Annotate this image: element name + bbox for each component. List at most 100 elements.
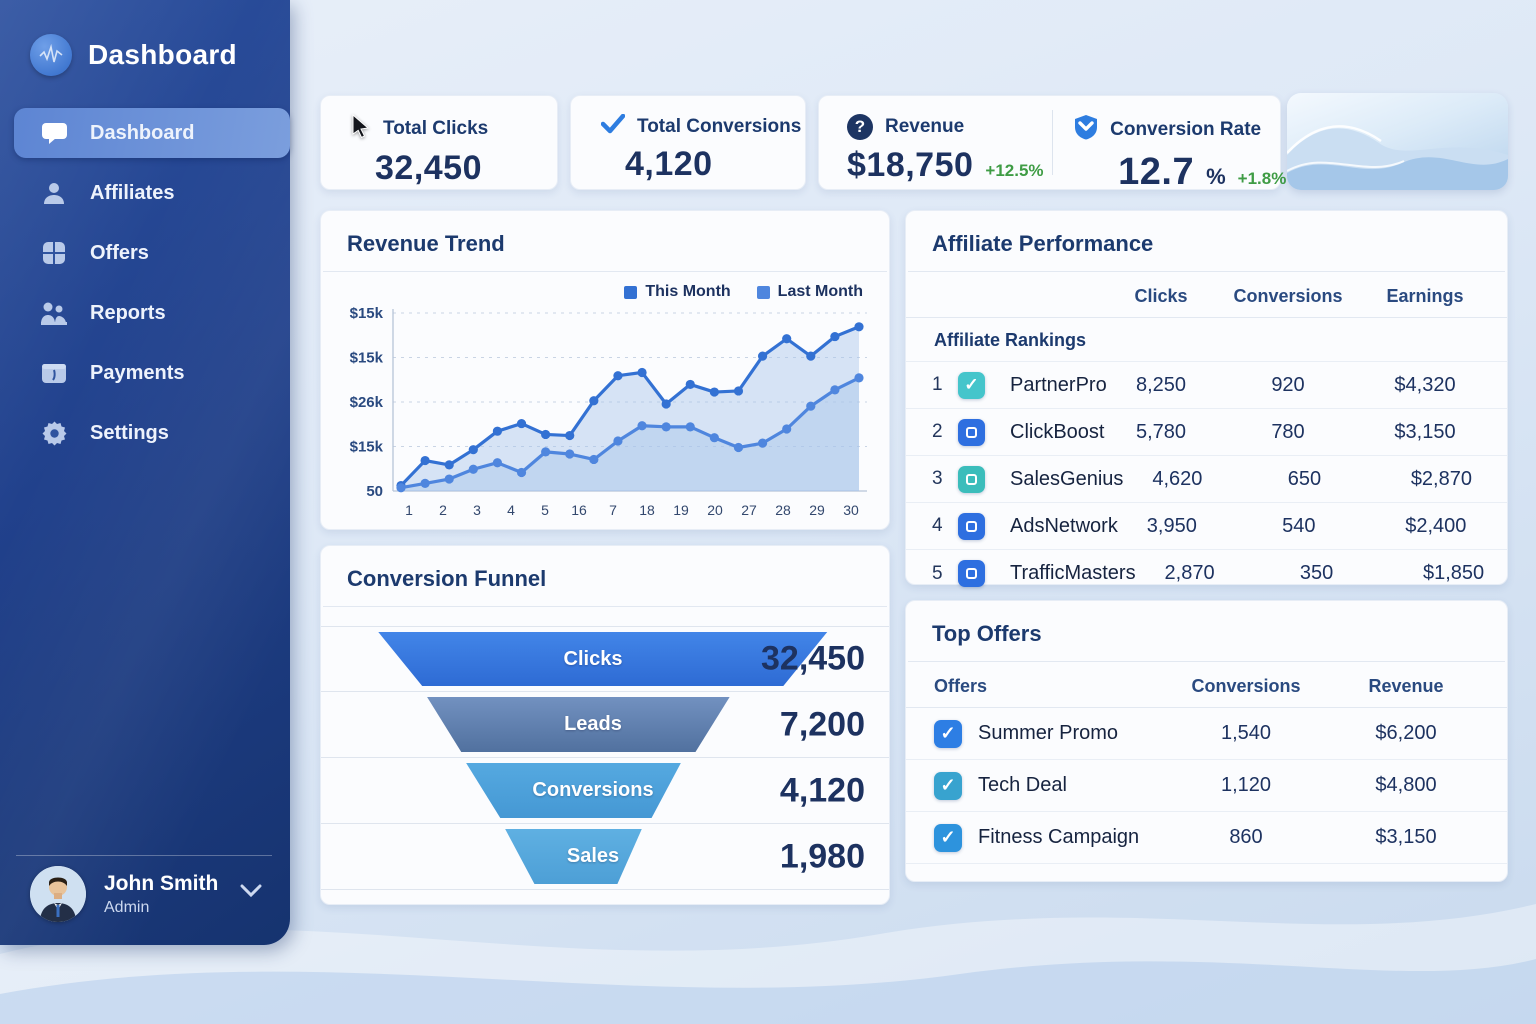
funnel-stage-label: Conversions (532, 779, 654, 801)
table-row[interactable]: 2 ClickBoost 5,780 780 $3,150 (906, 409, 1507, 456)
table-header: Clicks Conversions Earnings (906, 272, 1507, 318)
conversions-value: 920 (1271, 373, 1305, 396)
column-header: Revenue (1368, 676, 1444, 696)
stat-card-total-conversions: Total Conversions 4,120 (570, 95, 806, 190)
user-profile[interactable]: John Smith Admin (30, 866, 270, 922)
table-row[interactable]: ✓ Fitness Campaign 860 $3,150 (906, 812, 1507, 864)
legend-swatch (756, 285, 770, 299)
offer-checkbox[interactable]: ✓ (934, 719, 962, 748)
table-row[interactable]: 4 AdsNetwork 3,950 540 $2,400 (906, 503, 1507, 550)
conversions-value: 1,120 (1220, 774, 1272, 796)
funnel-bar: Leads (427, 697, 730, 752)
stat-label: Total Clicks (383, 117, 489, 139)
svg-text:50: 50 (366, 483, 383, 500)
affiliate-app-icon[interactable] (958, 560, 985, 587)
affiliate-app-icon[interactable] (958, 418, 985, 446)
sidebar-item-payments[interactable]: Payments (14, 348, 290, 398)
top-offers-card: Top Offers Offers Conversions Revenue ✓ … (905, 600, 1508, 882)
table-title: Affiliate Performance (932, 231, 1154, 256)
funnel-stage-label: Leads (564, 713, 622, 735)
earnings-value: $2,870 (1410, 467, 1472, 490)
clicks-value: 3,950 (1146, 514, 1197, 537)
earnings-value: $1,850 (1422, 562, 1485, 584)
profile-divider (16, 855, 272, 856)
affiliate-name: ClickBoost (1010, 420, 1105, 443)
svg-text:29: 29 (809, 502, 825, 518)
grid-icon (40, 240, 68, 266)
funnel-bar: Conversions (466, 763, 681, 818)
legend-this-month[interactable]: This Month (624, 283, 731, 301)
stat-value: 32,450 (375, 149, 482, 187)
rank: 2 (932, 421, 943, 442)
offer-name: Summer Promo (978, 722, 1119, 744)
conversions-value: 350 (1299, 562, 1334, 584)
funnel-stage-clicks: Clicks 32,450 (321, 626, 889, 692)
affiliate-app-icon[interactable] (958, 465, 985, 493)
clicks-value: 8,250 (1135, 373, 1187, 396)
funnel-stage-value: 1,980 (779, 837, 865, 875)
svg-text:1: 1 (405, 502, 413, 518)
table-row[interactable]: ✓ Tech Deal 1,120 $4,800 (906, 760, 1507, 812)
app-logo-icon (30, 34, 72, 76)
offer-checkbox[interactable]: ✓ (934, 771, 962, 800)
offer-name: Tech Deal (978, 774, 1067, 796)
affiliate-performance-card: Affiliate Performance Clicks Conversions… (905, 210, 1508, 587)
stat-label: Total Conversions (637, 115, 802, 137)
divider (908, 661, 1505, 662)
sidebar-item-dashboard[interactable]: Dashboard (14, 108, 290, 158)
funnel-stage-leads: Leads 7,200 (321, 692, 889, 758)
legend-label: This Month (645, 283, 731, 300)
conversions-value: 860 (1229, 826, 1263, 848)
legend-swatch (624, 285, 638, 299)
sidebar-item-offers[interactable]: Offers (14, 228, 290, 278)
table-title: Top Offers (932, 621, 1042, 646)
people-icon (40, 300, 68, 326)
sidebar-item-label: Affiliates (90, 181, 175, 204)
stat-card-total-clicks: Total Clicks 32,450 (320, 95, 558, 190)
stat-label: Conversion Rate (1110, 118, 1262, 140)
sidebar-item-settings[interactable]: Settings (14, 408, 290, 458)
svg-text:19: 19 (673, 502, 689, 518)
svg-text:$26k: $26k (350, 394, 384, 411)
column-header: Clicks (1134, 286, 1188, 306)
svg-text:$15k: $15k (350, 439, 384, 456)
revenue-trend-chart: $15k $15k $26k $15k 50 1 2 3 4 5 16 7 18 19 20 27 28 29 30 (350, 305, 867, 518)
stat-conversion-rate: Conversion Rate 12.7 % +1.8% (1054, 96, 1286, 193)
svg-text:7: 7 (609, 502, 617, 518)
table-row[interactable]: 5 TrafficMasters 2,870 350 $1,850 (906, 550, 1507, 597)
svg-text:3: 3 (473, 502, 481, 518)
chevron-down-icon[interactable] (240, 884, 262, 903)
wallet-icon (40, 361, 68, 385)
funnel-stage-value: 7,200 (779, 705, 865, 743)
table-row[interactable]: ✓ Summer Promo 1,540 $6,200 (906, 708, 1507, 760)
svg-text:16: 16 (571, 502, 587, 518)
funnel-bar: Sales (505, 829, 642, 884)
funnel-stage-label: Sales (566, 845, 620, 867)
group-label: Affiliate Rankings (906, 318, 1507, 362)
affiliate-name: AdsNetwork (1010, 514, 1118, 537)
table-row[interactable]: 3 SalesGenius 4,620 650 $2,870 (906, 456, 1507, 503)
sidebar-item-reports[interactable]: Reports (14, 288, 290, 338)
divider (323, 606, 887, 607)
affiliate-checkbox-icon[interactable]: ✓ (958, 371, 985, 399)
sidebar-item-label: Reports (90, 301, 166, 324)
offer-checkbox[interactable]: ✓ (934, 823, 962, 852)
svg-text:20: 20 (707, 502, 723, 518)
shield-icon (1074, 114, 1098, 145)
conversions-value: 650 (1287, 467, 1322, 490)
revenue-value: $6,200 (1375, 722, 1437, 744)
conversions-value: 1,540 (1220, 722, 1272, 744)
affiliate-name: TrafficMasters (1010, 562, 1136, 584)
cursor-icon (351, 113, 371, 143)
table-row[interactable]: 1 ✓ PartnerPro 8,250 920 $4,320 (906, 362, 1507, 409)
user-info: John Smith Admin (104, 872, 218, 917)
decorative-wave-card (1287, 93, 1508, 190)
person-icon (40, 180, 68, 206)
chart-legend: This Month Last Month (624, 283, 863, 301)
affiliate-app-icon[interactable] (958, 512, 985, 540)
svg-text:28: 28 (775, 502, 791, 518)
earnings-value: $2,400 (1405, 514, 1467, 537)
sidebar-item-affiliates[interactable]: Affiliates (14, 168, 290, 218)
legend-last-month[interactable]: Last Month (756, 283, 863, 301)
sidebar-item-label: Settings (90, 421, 169, 444)
